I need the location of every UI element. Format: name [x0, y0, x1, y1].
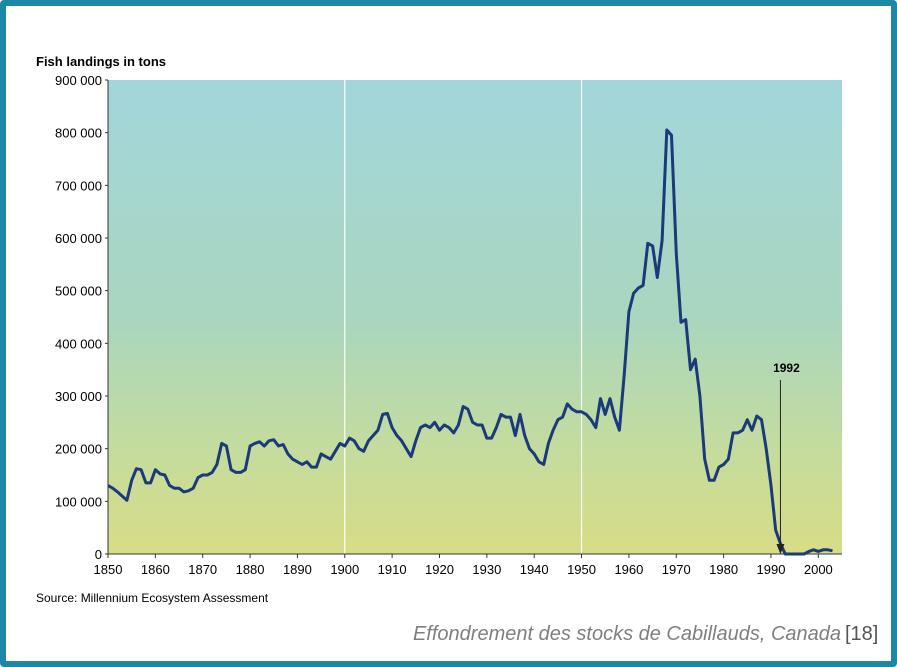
annotation-arrowhead — [776, 544, 785, 554]
x-tick-label: 1940 — [520, 562, 549, 577]
y-tick-label: 600 000 — [55, 231, 102, 246]
source: Source: Millennium Ecosystem Assessment — [36, 591, 269, 605]
x-tick-label: 1970 — [662, 562, 691, 577]
x-tick-label: 1930 — [472, 562, 501, 577]
x-tick-label: 2000 — [804, 562, 833, 577]
x-tick-label: 1990 — [757, 562, 786, 577]
x-tick-label: 1980 — [709, 562, 738, 577]
y-tick-label: 800 000 — [55, 126, 102, 141]
x-tick-label: 1890 — [283, 562, 312, 577]
data-line — [107, 128, 833, 556]
y-tick-label: 200 000 — [55, 442, 102, 457]
y-tick-label: 300 000 — [55, 389, 102, 404]
y-tick-label: 900 000 — [55, 73, 102, 88]
y-tick-label: 400 000 — [55, 336, 102, 351]
plot-area — [108, 80, 842, 554]
y-tick-label: 100 000 — [55, 494, 102, 509]
x-tick-label: 1860 — [141, 562, 170, 577]
x-tick-label: 1960 — [614, 562, 643, 577]
x-tick-label: 1870 — [188, 562, 217, 577]
y-tick-label: 0 — [95, 547, 102, 562]
x-tick-label: 1850 — [94, 562, 123, 577]
annotation: 1992 — [773, 361, 800, 375]
y-axis-label: Fish landings in tons — [36, 54, 166, 69]
x-tick-label: 1910 — [378, 562, 407, 577]
caption: Effondrement des stocks de Cabillauds, C… — [413, 623, 841, 645]
x-tick-label: 1900 — [330, 562, 359, 577]
x-tick-label: 1880 — [236, 562, 265, 577]
x-tick-label: 1920 — [425, 562, 454, 577]
caption-ref: [18] — [845, 623, 878, 645]
y-tick-label: 500 000 — [55, 284, 102, 299]
y-tick-label: 700 000 — [55, 178, 102, 193]
x-tick-label: 1950 — [567, 562, 596, 577]
